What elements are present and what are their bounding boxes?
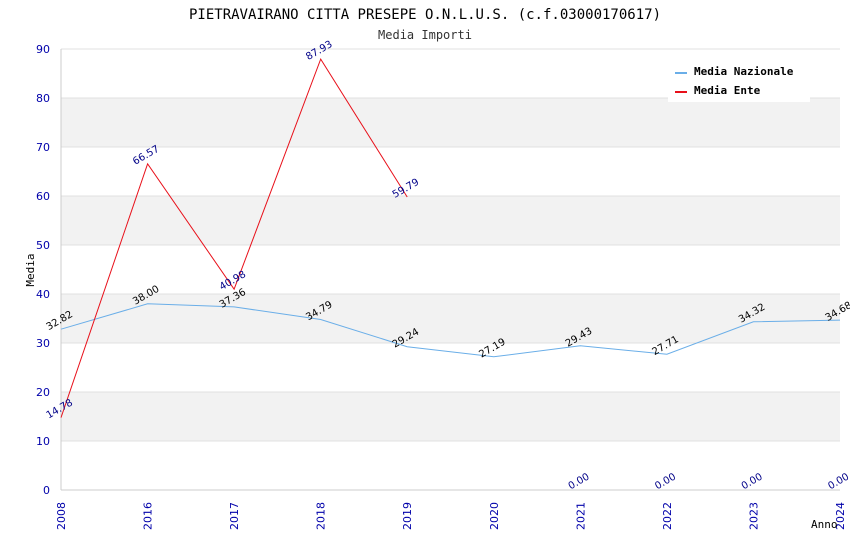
data-label-media-ente: 0.00 bbox=[826, 472, 850, 493]
x-tick-label: 2017 bbox=[228, 502, 241, 530]
y-tick-label: 70 bbox=[36, 141, 50, 154]
grid-band bbox=[61, 392, 840, 441]
grid-lines bbox=[61, 48, 840, 442]
x-tick-labels: 2008 2016 2017 2018 2019 2020 2021 2022 2023 2024 bbox=[55, 502, 847, 530]
x-tick-label: 2008 bbox=[55, 502, 68, 530]
y-tick-label: 20 bbox=[36, 386, 50, 399]
x-tick-label: 2022 bbox=[661, 502, 674, 530]
y-tick-label: 50 bbox=[36, 239, 50, 252]
y-tick-label: 60 bbox=[36, 190, 50, 203]
grid-band bbox=[61, 196, 840, 245]
data-label-media-ente: 0.00 bbox=[740, 472, 765, 493]
data-label-media-ente: 0.00 bbox=[653, 472, 678, 493]
y-tick-label: 90 bbox=[36, 43, 50, 56]
x-tick-label: 2016 bbox=[142, 502, 155, 530]
chart-title: PIETRAVAIRANO CITTA PRESEPE O.N.L.U.S. (… bbox=[189, 7, 661, 23]
series-lines bbox=[60, 57, 841, 418]
grid-band bbox=[61, 98, 840, 147]
grid-bands bbox=[61, 98, 840, 441]
x-tick-label: 2018 bbox=[315, 502, 328, 530]
series-line-media-nazionale bbox=[60, 303, 841, 358]
legend-background bbox=[668, 60, 810, 102]
y-tick-label: 0 bbox=[43, 484, 50, 497]
legend: Media Nazionale Media Ente bbox=[668, 60, 810, 102]
legend-label-media-ente: Media Ente bbox=[694, 84, 761, 97]
x-tick-label: 2021 bbox=[574, 502, 587, 530]
y-tick-label: 80 bbox=[36, 92, 50, 105]
y-tick-labels: 0 10 20 30 40 50 60 70 80 90 bbox=[36, 43, 50, 497]
x-tick-label: 2020 bbox=[488, 502, 501, 530]
grid-band bbox=[61, 294, 840, 343]
y-axis-label: Media bbox=[24, 253, 37, 286]
y-tick-label: 30 bbox=[36, 337, 50, 350]
chart-subtitle: Media Importi bbox=[378, 28, 472, 42]
x-tick-label: 2023 bbox=[747, 502, 760, 530]
y-tick-label: 10 bbox=[36, 435, 50, 448]
legend-label-media-nazionale: Media Nazionale bbox=[694, 65, 794, 78]
data-label-media-ente: 87.93 bbox=[304, 39, 334, 63]
data-label-media-ente: 0.00 bbox=[567, 472, 592, 493]
x-tick-label: 2024 bbox=[834, 502, 847, 530]
x-tick-label: 2019 bbox=[401, 502, 414, 530]
y-tick-label: 40 bbox=[36, 288, 50, 301]
series-line-media-ente bbox=[60, 57, 408, 418]
x-axis-label: Anno bbox=[811, 518, 838, 531]
